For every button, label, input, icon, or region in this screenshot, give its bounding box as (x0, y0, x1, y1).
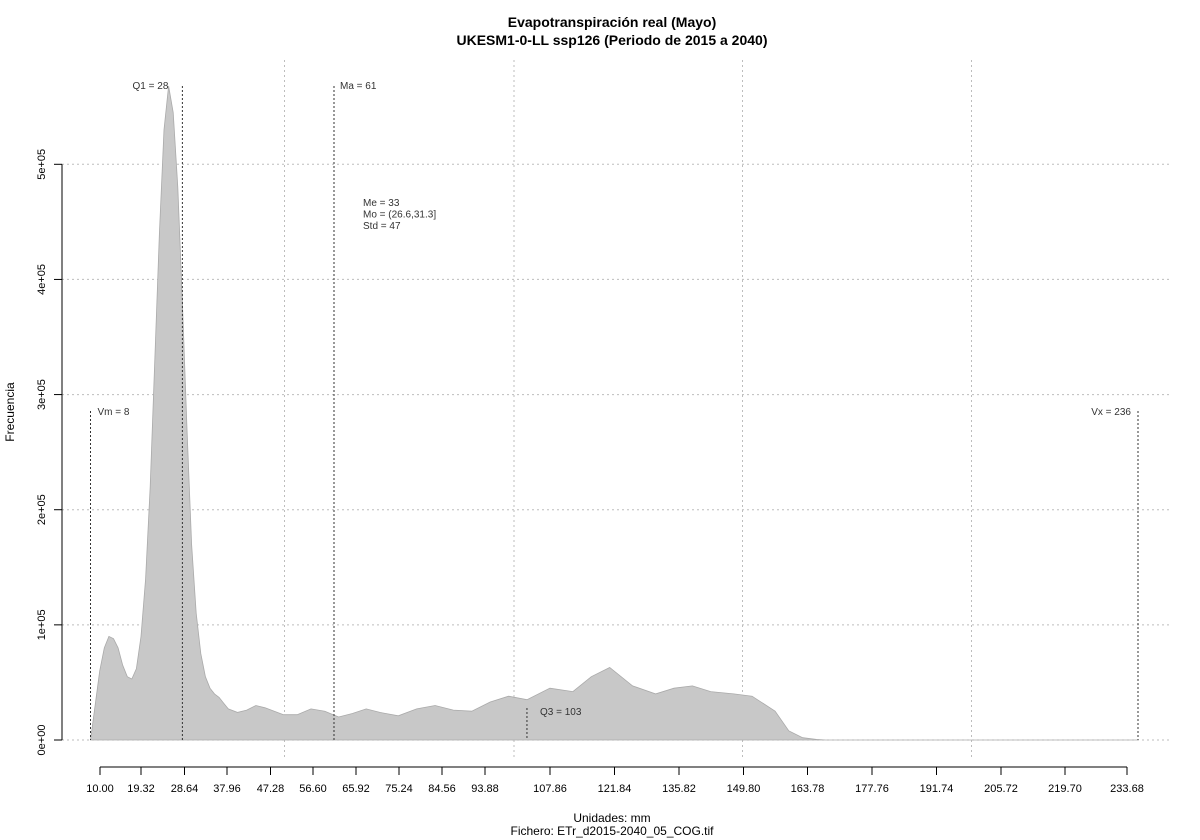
x-tick-label: 47.28 (257, 783, 285, 795)
x-tick-label: 177.76 (855, 783, 889, 795)
chart-title: Evapotranspiración real (Mayo) (508, 14, 717, 30)
x-tick-label: 121.84 (598, 783, 632, 795)
density-area (90, 85, 1138, 741)
chart-subtitle: UKESM1-0-LL ssp126 (Periodo de 2015 a 20… (457, 32, 768, 48)
x-tick-label: 10.00 (86, 783, 114, 795)
x-axis: 10.00 19.32 28.64 37.96 47.28 56.60 65.92 75.24… (86, 766, 1144, 795)
y-tick-label: 5e+05 (36, 149, 48, 180)
x-tick-label: 163.78 (791, 783, 825, 795)
vx-label: Vx = 236 (1091, 407, 1131, 418)
x-axis-label: Unidades: mm (573, 811, 650, 825)
x-tick-label: 135.82 (662, 783, 696, 795)
x-tick-label: 107.86 (533, 783, 567, 795)
x-tick-label: 205.72 (984, 783, 1018, 795)
x-tick-label: 19.32 (127, 783, 155, 795)
y-tick-label: 4e+05 (36, 264, 48, 295)
grid-lines (62, 60, 1170, 758)
x-tick-label: 219.70 (1048, 783, 1082, 795)
y-tick-label: 0e+00 (36, 725, 48, 756)
x-tick-label: 28.64 (171, 783, 199, 795)
y-tick-label: 2e+05 (36, 494, 48, 525)
y-tick-label: 3e+05 (36, 379, 48, 410)
stat-line: Me = 33 (363, 198, 400, 209)
y-axis-label: Frecuencia (3, 382, 17, 442)
x-tick-label: 191.74 (920, 783, 954, 795)
x-tick-label: 93.88 (471, 783, 499, 795)
x-tick-label: 56.60 (299, 783, 327, 795)
x-tick-label: 149.80 (727, 783, 761, 795)
x-tick-label: 75.24 (385, 783, 413, 795)
x-tick-label: 65.92 (342, 783, 370, 795)
x-tick-label: 84.56 (428, 783, 456, 795)
footer-filename: Fichero: ETr_d2015-2040_05_COG.tif (511, 824, 715, 838)
x-tick-label: 233.68 (1110, 783, 1144, 795)
q1-label: Q1 = 28 (133, 81, 169, 92)
x-tick-label: 37.96 (213, 783, 241, 795)
annotations: Q1 = 28 Ma = 61 Q3 = 103 Vm = 8 Vx = 236 (90, 81, 1139, 740)
stat-line: Mo = (26.6,31.3] (363, 210, 436, 221)
y-tick-label: 1e+05 (36, 609, 48, 640)
stat-line: Std = 47 (363, 221, 401, 232)
ma-label: Ma = 61 (340, 81, 377, 92)
q3-label: Q3 = 103 (540, 707, 582, 718)
vm-label: Vm = 8 (98, 407, 130, 418)
y-axis: 0e+00 1e+05 2e+05 3e+05 4e+05 5e+05 (36, 149, 63, 756)
